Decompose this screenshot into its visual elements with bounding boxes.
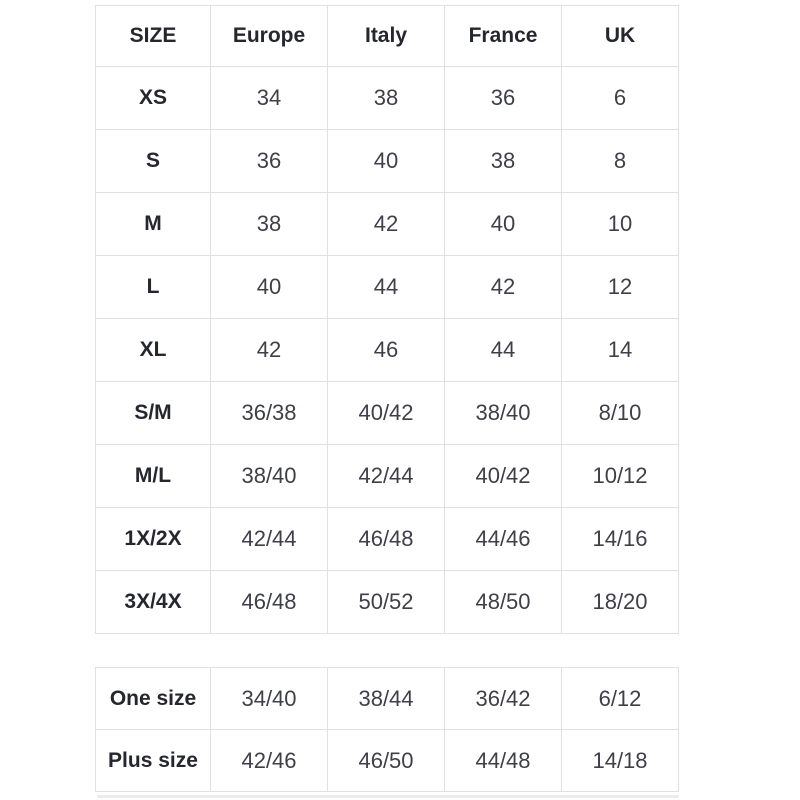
cell-value: 40/42: [327, 381, 445, 445]
cell-value: 42: [444, 255, 562, 319]
cell-value: 6: [561, 66, 679, 130]
cell-value: 6/12: [561, 667, 679, 730]
cell-value: 40: [327, 129, 445, 193]
cell-value: 8: [561, 129, 679, 193]
row-label: 3X/4X: [95, 570, 211, 634]
cell-value: 48/50: [444, 570, 562, 634]
table-row: S/M 36/38 40/42 38/40 8/10: [95, 381, 679, 445]
header-row: SIZE Europe Italy France UK: [95, 5, 679, 67]
row-label: M: [95, 192, 211, 256]
row-label: L: [95, 255, 211, 319]
special-sizes-table-container: One size 34/40 38/44 36/42 6/12 Plus siz…: [95, 667, 679, 792]
table-row: 3X/4X 46/48 50/52 48/50 18/20: [95, 570, 679, 634]
cell-value: 42: [327, 192, 445, 256]
cell-value: 18/20: [561, 570, 679, 634]
cell-value: 42/44: [327, 444, 445, 508]
cell-value: 40: [444, 192, 562, 256]
column-header-europe: Europe: [210, 5, 328, 67]
table-row: Plus size 42/46 46/50 44/48 14/18: [95, 729, 679, 792]
table-row: 1X/2X 42/44 46/48 44/46 14/16: [95, 507, 679, 571]
table-bottom-shadow: [97, 795, 679, 798]
row-label: Plus size: [95, 729, 211, 792]
cell-value: 36/38: [210, 381, 328, 445]
cell-value: 34: [210, 66, 328, 130]
table-row: L 40 44 42 12: [95, 255, 679, 319]
table-row: XS 34 38 36 6: [95, 66, 679, 130]
table-row: M/L 38/40 42/44 40/42 10/12: [95, 444, 679, 508]
row-label: One size: [95, 667, 211, 730]
row-label: S: [95, 129, 211, 193]
cell-value: 46/48: [327, 507, 445, 571]
cell-value: 10/12: [561, 444, 679, 508]
cell-value: 44/46: [444, 507, 562, 571]
size-conversion-table: SIZE Europe Italy France UK XS 34 38 36 …: [95, 5, 679, 634]
row-label: XL: [95, 318, 211, 382]
cell-value: 46/50: [327, 729, 445, 792]
row-label: S/M: [95, 381, 211, 445]
cell-value: 14/18: [561, 729, 679, 792]
cell-value: 42: [210, 318, 328, 382]
column-header-uk: UK: [561, 5, 679, 67]
cell-value: 34/40: [210, 667, 328, 730]
table-row: S 36 40 38 8: [95, 129, 679, 193]
column-header-france: France: [444, 5, 562, 67]
cell-value: 14/16: [561, 507, 679, 571]
cell-value: 38: [444, 129, 562, 193]
cell-value: 10: [561, 192, 679, 256]
main-size-table-container: SIZE Europe Italy France UK XS 34 38 36 …: [95, 5, 679, 634]
cell-value: 44/48: [444, 729, 562, 792]
cell-value: 36/42: [444, 667, 562, 730]
cell-value: 40/42: [444, 444, 562, 508]
cell-value: 44: [444, 318, 562, 382]
table-row: M 38 42 40 10: [95, 192, 679, 256]
cell-value: 12: [561, 255, 679, 319]
special-sizes-table: One size 34/40 38/44 36/42 6/12 Plus siz…: [95, 667, 679, 792]
row-label: M/L: [95, 444, 211, 508]
cell-value: 38: [327, 66, 445, 130]
cell-value: 38/40: [210, 444, 328, 508]
cell-value: 14: [561, 318, 679, 382]
cell-value: 46/48: [210, 570, 328, 634]
cell-value: 40: [210, 255, 328, 319]
row-label: XS: [95, 66, 211, 130]
cell-value: 44: [327, 255, 445, 319]
row-label: 1X/2X: [95, 507, 211, 571]
table-row: XL 42 46 44 14: [95, 318, 679, 382]
column-header-size: SIZE: [95, 5, 211, 67]
cell-value: 42/44: [210, 507, 328, 571]
cell-value: 38: [210, 192, 328, 256]
table-row: One size 34/40 38/44 36/42 6/12: [95, 667, 679, 730]
cell-value: 38/40: [444, 381, 562, 445]
cell-value: 46: [327, 318, 445, 382]
cell-value: 36: [444, 66, 562, 130]
cell-value: 42/46: [210, 729, 328, 792]
column-header-italy: Italy: [327, 5, 445, 67]
cell-value: 50/52: [327, 570, 445, 634]
cell-value: 8/10: [561, 381, 679, 445]
cell-value: 38/44: [327, 667, 445, 730]
cell-value: 36: [210, 129, 328, 193]
